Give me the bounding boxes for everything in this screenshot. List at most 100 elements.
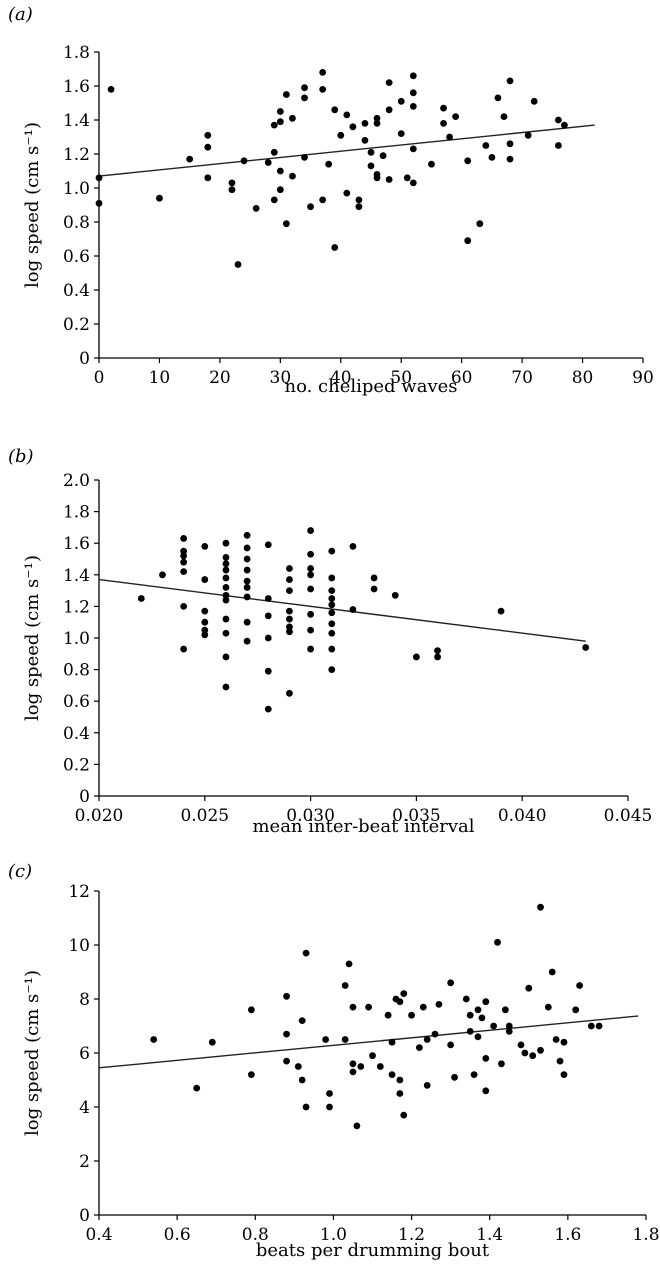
data-point — [243, 555, 251, 563]
data-point — [201, 542, 209, 550]
y-tick-label: 8 — [79, 990, 90, 1010]
data-point — [319, 196, 327, 204]
data-point — [307, 565, 314, 572]
data-point — [500, 113, 508, 120]
data-point — [302, 949, 310, 957]
data-point — [343, 189, 351, 197]
x-tick-label: 10 — [149, 368, 171, 388]
data-point — [298, 1017, 306, 1024]
data-point — [521, 1049, 529, 1057]
y-tick-label: 0 — [79, 787, 90, 807]
x-tick-label: 0.4 — [85, 1225, 112, 1245]
data-point — [264, 705, 272, 713]
data-point — [537, 903, 544, 911]
data-point — [367, 148, 375, 156]
data-point — [208, 1038, 216, 1046]
data-point — [204, 174, 212, 182]
y-tick-label: 10 — [68, 936, 90, 956]
data-point — [228, 179, 236, 187]
data-point — [560, 1038, 568, 1046]
data-point — [294, 1063, 302, 1070]
data-point — [180, 558, 188, 566]
data-point — [396, 998, 404, 1006]
y-tick-label: 1.4 — [63, 566, 90, 586]
data-point — [466, 1011, 474, 1019]
data-point — [243, 584, 251, 591]
data-point — [264, 667, 272, 675]
data-point — [379, 152, 387, 160]
data-point — [307, 626, 314, 634]
x-tick-label: 0.6 — [164, 1225, 191, 1245]
data-point — [180, 552, 188, 560]
data-point — [322, 1036, 330, 1043]
data-point — [328, 547, 336, 555]
data-point — [137, 595, 145, 602]
data-point — [506, 140, 514, 148]
data-point — [576, 982, 583, 989]
data-point — [505, 1028, 513, 1035]
trend-line — [98, 578, 586, 642]
data-point — [243, 544, 251, 552]
data-point — [180, 535, 188, 542]
x-tick-label: 0.020 — [75, 806, 124, 826]
data-point — [466, 1028, 474, 1035]
data-point — [222, 574, 230, 582]
data-point — [554, 142, 562, 149]
data-point — [367, 162, 375, 170]
x-tick-label: 20 — [209, 368, 231, 388]
data-point — [201, 618, 209, 626]
panel-label: (b) — [8, 446, 34, 467]
data-point — [397, 130, 405, 138]
data-point — [319, 69, 327, 76]
data-point — [548, 968, 556, 976]
data-point — [474, 1033, 482, 1041]
data-point — [328, 620, 336, 628]
y-tick-label: 0.4 — [63, 281, 90, 301]
data-point — [341, 1036, 349, 1043]
data-point — [286, 615, 293, 623]
data-point — [222, 653, 230, 661]
data-point — [325, 160, 333, 168]
data-point — [361, 137, 369, 144]
data-point — [345, 960, 353, 968]
x-tick-label: 0.8 — [242, 1225, 269, 1245]
data-point — [482, 1087, 490, 1095]
data-point — [529, 1052, 537, 1060]
data-point — [328, 587, 336, 594]
data-point — [423, 1036, 431, 1043]
data-point — [193, 1084, 201, 1092]
x-tick-label: 0.030 — [286, 806, 335, 826]
data-point — [409, 103, 417, 110]
data-point — [307, 203, 314, 211]
data-point — [482, 1055, 490, 1062]
data-point — [400, 990, 408, 997]
data-point — [431, 1030, 439, 1038]
data-point — [397, 97, 405, 105]
x-tick-label: 50 — [390, 368, 412, 388]
data-point — [328, 666, 336, 673]
data-point — [328, 629, 336, 637]
y-tick-label: 1.0 — [63, 179, 90, 199]
data-point — [331, 106, 339, 114]
data-point — [328, 574, 336, 582]
data-point — [524, 131, 532, 139]
data-point — [307, 645, 314, 653]
data-point — [328, 601, 336, 609]
x-axis-label: mean inter-beat interval — [252, 816, 474, 837]
data-point — [349, 1068, 357, 1076]
y-axis-label: log speed (cm s⁻¹) — [22, 555, 43, 721]
data-point — [349, 1060, 357, 1068]
data-point — [328, 595, 336, 602]
data-point — [307, 585, 314, 593]
data-point — [343, 111, 351, 119]
data-point — [180, 568, 188, 576]
data-point — [498, 1060, 505, 1068]
data-point — [554, 116, 562, 124]
data-point — [447, 979, 455, 987]
data-point — [240, 157, 248, 165]
data-point — [247, 1071, 255, 1078]
data-point — [556, 1057, 564, 1065]
data-point — [474, 1006, 482, 1014]
x-axis-label: no. cheliped waves — [284, 376, 457, 397]
